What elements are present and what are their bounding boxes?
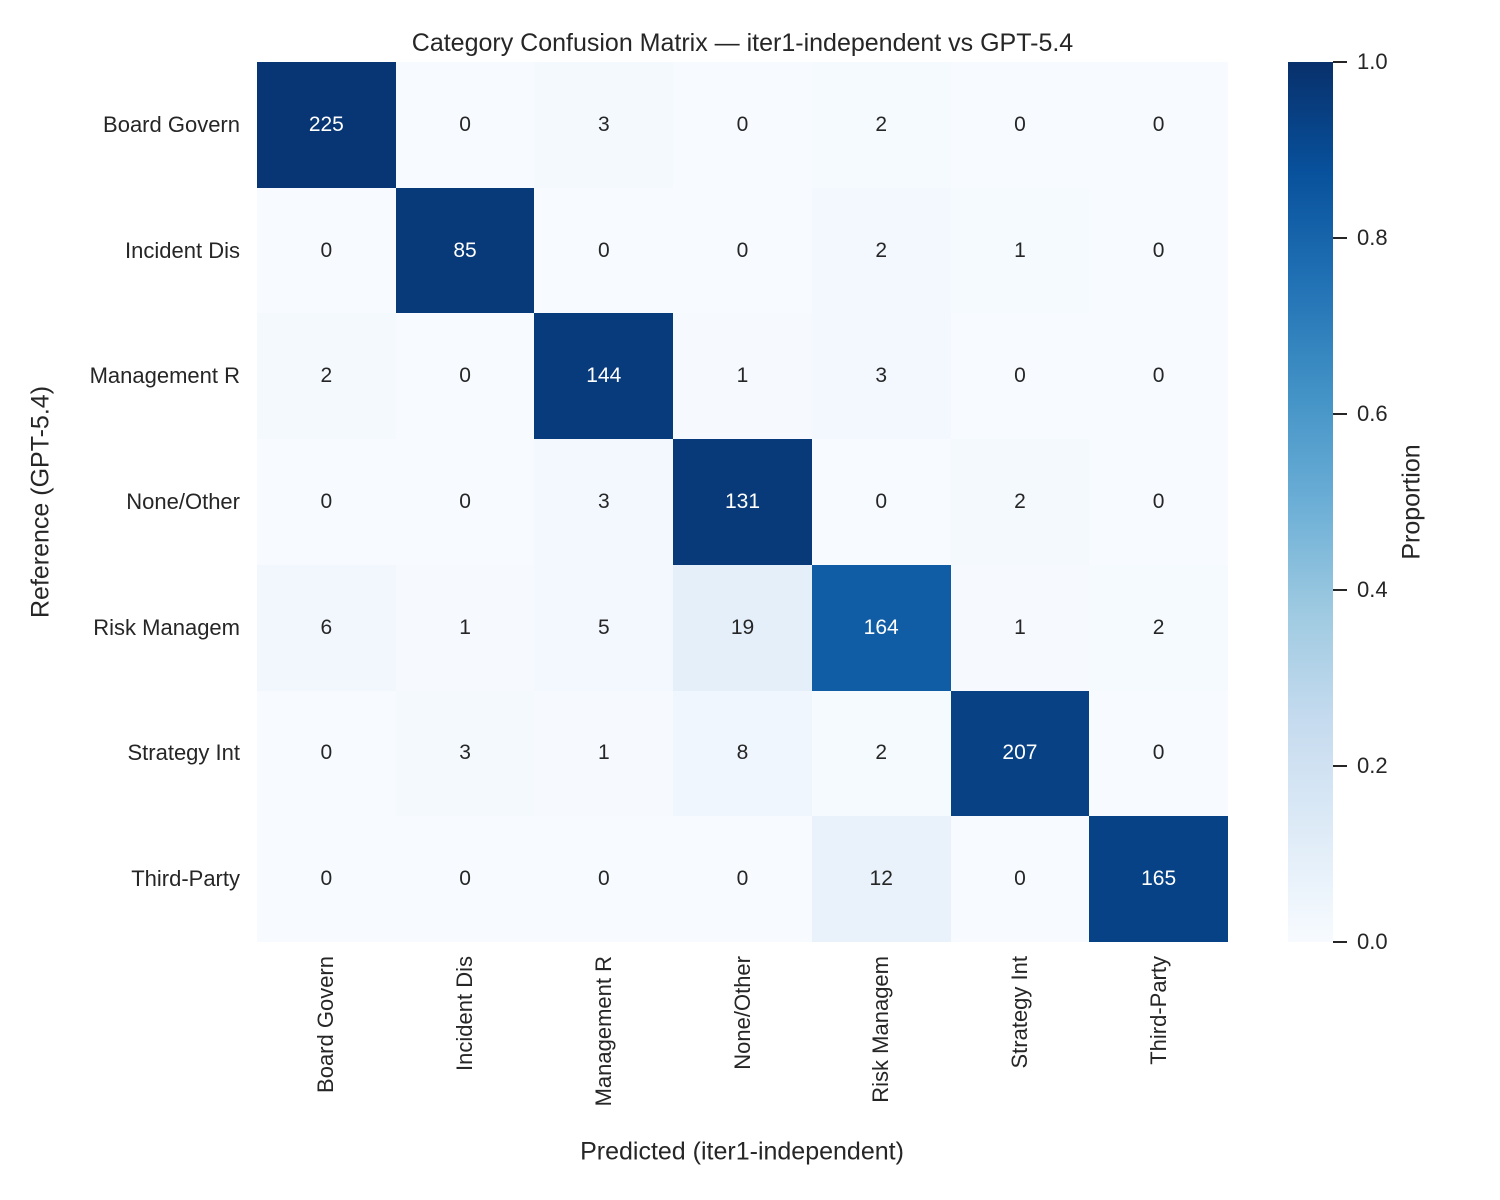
heatmap-cell: 1 (950, 564, 1090, 691)
heatmap-cell: 5 (534, 564, 674, 691)
heatmap-cell: 0 (673, 816, 812, 942)
colorbar-tick-label: 0.8 (1357, 225, 1388, 250)
colorbar-tick-label: 0.0 (1357, 929, 1388, 954)
heatmap-cell: 2 (811, 690, 951, 817)
heatmap-cell: 2 (257, 313, 396, 440)
heatmap-cell: 144 (534, 313, 674, 440)
heatmap-cell: 19 (673, 564, 812, 691)
heatmap-cell: 0 (950, 313, 1090, 440)
heatmap-cell: 8 (673, 690, 812, 817)
heatmap-cell: 3 (534, 439, 674, 565)
colorbar-tick-label: 0.2 (1357, 753, 1388, 778)
heatmap-cell: 2 (811, 187, 951, 314)
heatmap-cell: 0 (1089, 690, 1228, 817)
heatmap-cell: 0 (673, 62, 812, 188)
x-tick-label: Risk Managem (868, 956, 894, 1103)
heatmap-cell: 225 (257, 62, 396, 188)
heatmap-cell: 0 (257, 439, 396, 565)
colorbar-tick-label: 0.6 (1357, 401, 1388, 426)
heatmap-cell: 3 (534, 62, 674, 188)
x-tick-label: None/Other (729, 956, 755, 1070)
heatmap-cell: 1 (395, 564, 535, 691)
y-tick-label: Strategy Int (127, 740, 240, 766)
x-tick-label: Third-Party (1145, 956, 1171, 1065)
y-axis-label: Reference (GPT-5.4) (26, 385, 55, 619)
heatmap-cell: 3 (811, 313, 951, 440)
heatmap-cell: 164 (811, 564, 951, 691)
x-tick-label: Strategy Int (1006, 956, 1032, 1069)
heatmap-cell: 0 (950, 816, 1090, 942)
heatmap-cell: 0 (257, 690, 396, 817)
colorbar-tick-mark (1333, 237, 1347, 239)
heatmap-cell: 12 (811, 816, 951, 942)
heatmap-cell: 0 (395, 62, 535, 188)
x-tick-label: Incident Dis (452, 956, 478, 1071)
heatmap-cell: 0 (257, 816, 396, 942)
y-tick-label: None/Other (126, 489, 240, 514)
heatmap-cell: 0 (1089, 439, 1228, 565)
y-tick-label: Incident Dis (125, 237, 240, 263)
heatmap-cell: 0 (534, 187, 674, 314)
heatmap-cell: 0 (1089, 187, 1228, 314)
heatmap-cell: 0 (395, 439, 535, 565)
heatmap-cell: 0 (395, 313, 535, 440)
y-tick-label: Management R (89, 363, 240, 389)
heatmap-cell: 0 (257, 187, 396, 314)
heatmap-cell: 1 (673, 313, 812, 440)
x-tick-label: Management R (590, 956, 616, 1107)
colorbar-tick-mark (1333, 413, 1347, 415)
colorbar-tick-mark (1333, 61, 1347, 63)
heatmap-cell: 2 (1089, 564, 1228, 691)
colorbar-tick-mark (1333, 589, 1347, 591)
x-tick-label: Board Govern (313, 956, 339, 1093)
heatmap-cell: 0 (1089, 62, 1228, 188)
heatmap-cell: 85 (395, 187, 535, 314)
heatmap-cell: 0 (534, 816, 674, 942)
heatmap-cell: 0 (811, 439, 951, 565)
heatmap-cell: 3 (395, 690, 535, 817)
y-tick-label: Board Govern (103, 111, 240, 137)
heatmap-cell: 1 (534, 690, 674, 817)
y-tick-label: Third-Party (131, 866, 240, 892)
heatmap-cell: 1 (950, 187, 1090, 314)
x-axis-label: Predicted (iter1-independent) (580, 1137, 904, 1166)
colorbar-tick-label: 1.0 (1357, 49, 1388, 74)
heatmap-grid: 225 0 3 0 2 0 0 0 85 0 0 2 1 0 2 0 144 1 3 0 0 0 0 3 131 0 2 0 6 1 5 19… (257, 62, 1228, 942)
heatmap-cell: 6 (257, 564, 396, 691)
y-tick-label: Risk Managem (93, 614, 240, 640)
colorbar-gradient (1288, 62, 1333, 942)
colorbar-label: Proportion (1397, 444, 1426, 560)
colorbar-tick-label: 0.4 (1357, 577, 1388, 602)
heatmap-cell: 207 (950, 690, 1090, 817)
colorbar-tick-mark (1333, 941, 1347, 943)
heatmap-cell: 165 (1089, 816, 1228, 942)
heatmap-cell: 0 (673, 187, 812, 314)
heatmap-cell: 2 (950, 439, 1090, 565)
heatmap-cell: 0 (950, 62, 1090, 188)
heatmap-cell: 2 (811, 62, 951, 188)
heatmap-cell: 0 (1089, 313, 1228, 440)
colorbar-tick-mark (1333, 765, 1347, 767)
chart-title: Category Confusion Matrix — iter1-indepe… (411, 29, 1074, 57)
heatmap-cell: 131 (673, 439, 812, 565)
heatmap-cell: 0 (395, 816, 535, 942)
